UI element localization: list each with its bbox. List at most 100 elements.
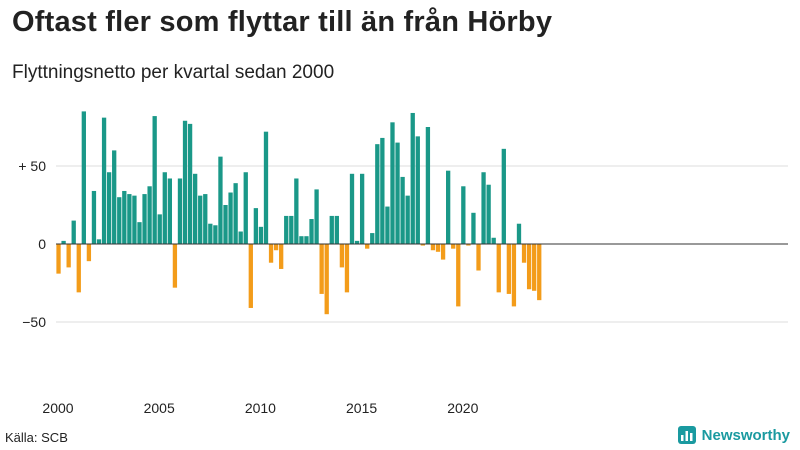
bar[interactable] (446, 170, 451, 244)
bar[interactable] (299, 236, 304, 244)
bar[interactable] (511, 244, 517, 307)
bar[interactable] (284, 215, 289, 244)
bar[interactable] (101, 117, 107, 244)
bar[interactable] (440, 244, 446, 260)
bar[interactable] (344, 244, 350, 293)
bar[interactable] (263, 131, 269, 244)
bar[interactable] (177, 178, 183, 244)
bar[interactable] (395, 142, 400, 244)
bar[interactable] (425, 127, 431, 244)
bar[interactable] (81, 111, 86, 245)
bar[interactable] (61, 240, 66, 244)
bar[interactable] (243, 172, 248, 244)
bar[interactable] (86, 244, 92, 262)
bar[interactable] (385, 206, 390, 244)
bar[interactable] (430, 244, 436, 251)
bar[interactable] (279, 244, 284, 269)
bar[interactable] (137, 222, 142, 244)
bar[interactable] (410, 112, 415, 245)
bar[interactable] (238, 231, 243, 244)
bar[interactable] (496, 244, 501, 293)
chart-subtitle: Flyttningsnetto per kvartal sedan 2000 (12, 62, 335, 83)
bar[interactable] (420, 244, 425, 246)
bar[interactable] (521, 244, 527, 263)
bar[interactable] (476, 244, 481, 271)
bar[interactable] (319, 244, 324, 294)
x-tick-label: 2005 (144, 400, 175, 416)
y-axis: + 50 0 −50 (18, 158, 46, 330)
bar[interactable] (334, 215, 339, 244)
brand-logo[interactable]: Newsworthy (677, 426, 790, 444)
bar[interactable] (390, 122, 395, 244)
bar[interactable] (273, 244, 279, 251)
bar[interactable] (289, 215, 294, 244)
bar[interactable] (157, 214, 162, 244)
bar[interactable] (537, 244, 542, 301)
bar[interactable] (198, 195, 203, 244)
bar[interactable] (71, 220, 76, 244)
bar[interactable] (112, 150, 117, 244)
bar[interactable] (471, 212, 476, 244)
bar[interactable] (213, 225, 218, 244)
bar[interactable] (526, 244, 532, 290)
bar[interactable] (248, 244, 253, 308)
bar[interactable] (304, 236, 309, 244)
bar[interactable] (106, 172, 112, 244)
bar[interactable] (142, 194, 147, 244)
bar[interactable] (218, 156, 223, 244)
bar[interactable] (359, 173, 365, 244)
bar[interactable] (375, 144, 380, 244)
bar[interactable] (506, 244, 512, 294)
bar[interactable] (435, 244, 441, 252)
bar[interactable] (76, 244, 81, 293)
bar[interactable] (268, 244, 274, 263)
bar[interactable] (253, 208, 259, 244)
bar[interactable] (324, 244, 329, 315)
bar[interactable] (187, 123, 193, 244)
bar[interactable] (380, 137, 385, 244)
bar[interactable] (117, 197, 122, 244)
bar[interactable] (349, 173, 355, 244)
bar[interactable] (456, 244, 461, 307)
bar[interactable] (223, 205, 228, 244)
bar[interactable] (203, 194, 208, 244)
bar[interactable] (400, 176, 405, 244)
bar[interactable] (167, 178, 172, 244)
bar[interactable] (481, 172, 486, 244)
bar[interactable] (147, 186, 152, 244)
bar[interactable] (491, 237, 496, 244)
bar[interactable] (66, 244, 71, 268)
bar[interactable] (127, 194, 132, 244)
bar[interactable] (96, 239, 102, 244)
bar[interactable] (501, 148, 506, 244)
bar[interactable] (329, 215, 334, 244)
bar[interactable] (182, 120, 188, 244)
bar[interactable] (370, 233, 375, 244)
bar[interactable] (294, 178, 299, 244)
bar[interactable] (461, 186, 466, 244)
bar[interactable] (339, 244, 345, 268)
bar[interactable] (258, 226, 264, 244)
bar[interactable] (532, 244, 537, 291)
bar[interactable] (233, 183, 238, 244)
bar[interactable] (91, 190, 97, 244)
bar[interactable] (208, 223, 213, 244)
bar[interactable] (228, 192, 233, 244)
bar[interactable] (172, 244, 178, 288)
bar[interactable] (466, 244, 471, 246)
bar[interactable] (56, 244, 61, 274)
bar[interactable] (152, 116, 157, 244)
bar[interactable] (162, 172, 167, 244)
bar[interactable] (405, 195, 410, 244)
bar[interactable] (415, 136, 420, 244)
bar[interactable] (365, 244, 370, 249)
bar[interactable] (516, 223, 522, 244)
bar[interactable] (486, 184, 491, 244)
bar[interactable] (193, 173, 198, 244)
bar[interactable] (122, 190, 127, 244)
bar[interactable] (354, 240, 360, 244)
bar[interactable] (314, 189, 319, 244)
bar[interactable] (451, 244, 456, 249)
bar[interactable] (132, 195, 137, 244)
bar[interactable] (309, 219, 314, 244)
